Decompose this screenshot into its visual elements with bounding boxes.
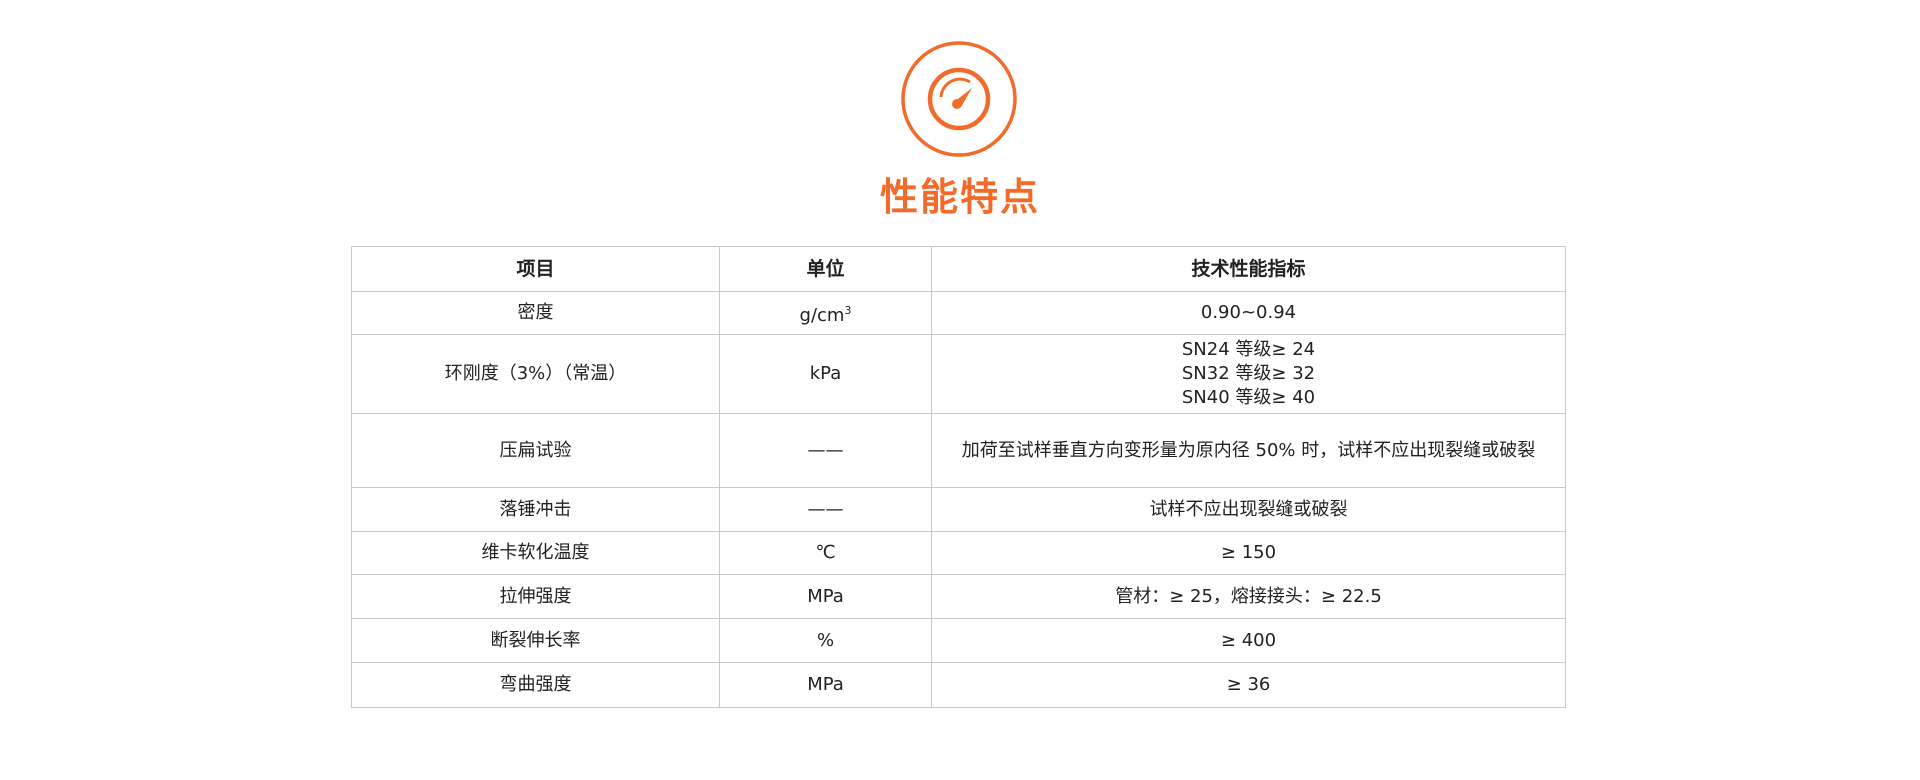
spec-cell: 管材：≥ 25，熔接接头：≥ 22.5: [931, 574, 1566, 619]
spec-line: SN24 等级≥ 24: [1181, 339, 1316, 360]
item-cell: 压扁试验: [351, 413, 720, 488]
spec-line: SN40 等级≥ 40: [1181, 387, 1316, 408]
unit-text: g/cm: [799, 304, 845, 326]
spec-line: 试样不应出现裂缝或破裂: [1149, 498, 1348, 520]
table-row: 压扁试验 —— 加荷至试样垂直方向变形量为原内径 50% 时，试样不应出现裂缝或…: [351, 413, 1566, 488]
table-row: 弯曲强度 MPa ≥ 36: [351, 662, 1566, 708]
unit-cell: MPa: [719, 574, 932, 619]
unit-text: ℃: [815, 542, 836, 563]
item-cell: 弯曲强度: [351, 662, 720, 708]
unit-cell: kPa: [719, 334, 932, 414]
table-row: 落锤冲击 —— 试样不应出现裂缝或破裂: [351, 487, 1566, 532]
unit-cell: g/cm3: [719, 291, 932, 335]
table-row: 拉伸强度 MPa 管材：≥ 25，熔接接头：≥ 22.5: [351, 574, 1566, 619]
item-cell: 密度: [351, 291, 720, 335]
spec-cell: 0.90~0.94: [931, 291, 1566, 335]
unit-text: %: [816, 629, 835, 651]
spec-cell: ≥ 36: [931, 662, 1566, 708]
header-item: 项目: [351, 246, 720, 292]
unit-cell: ℃: [719, 531, 932, 575]
table-row: 断裂伸长率 % ≥ 400: [351, 618, 1566, 663]
spec-line: ≥ 36: [1226, 674, 1271, 695]
header-unit: 单位: [719, 246, 932, 292]
table-header-row: 项目 单位 技术性能指标: [351, 246, 1566, 292]
unit-cell: ——: [719, 413, 932, 488]
item-cell: 拉伸强度: [351, 574, 720, 619]
header-spec: 技术性能指标: [931, 246, 1566, 292]
spec-line: ≥ 150: [1220, 542, 1277, 563]
spec-line: 管材：≥ 25，熔接接头：≥ 22.5: [1115, 585, 1382, 607]
spec-line: 0.90~0.94: [1200, 302, 1297, 323]
spec-cell: ≥ 150: [931, 531, 1566, 575]
unit-cell: ——: [719, 487, 932, 532]
performance-table: 项目 单位 技术性能指标 密度 g/cm3 0.90~0.94 环刚度（3%）（常…: [351, 246, 1566, 708]
unit-cell: %: [719, 618, 932, 663]
spec-cell: SN24 等级≥ 24 SN32 等级≥ 32 SN40 等级≥ 40: [931, 334, 1566, 414]
item-cell: 维卡软化温度: [351, 531, 720, 575]
spec-cell: 试样不应出现裂缝或破裂: [931, 487, 1566, 532]
spec-line: ≥ 400: [1220, 629, 1277, 651]
unit-superscript: 3: [844, 303, 852, 317]
unit-text: ——: [807, 439, 844, 461]
spec-line: 加荷至试样垂直方向变形量为原内径 50% 时，试样不应出现裂缝或破裂: [961, 439, 1536, 461]
spec-cell: 加荷至试样垂直方向变形量为原内径 50% 时，试样不应出现裂缝或破裂: [931, 413, 1566, 488]
spec-line: SN32 等级≥ 32: [1181, 363, 1316, 384]
unit-text: kPa: [809, 363, 842, 384]
item-cell: 落锤冲击: [351, 487, 720, 532]
unit-text: MPa: [807, 585, 844, 607]
unit-cell: MPa: [719, 662, 932, 708]
unit-text: ——: [807, 498, 844, 520]
table-row: 维卡软化温度 ℃ ≥ 150: [351, 531, 1566, 575]
section-title: 性能特点: [879, 175, 1040, 219]
item-cell: 环刚度（3%）（常温）: [351, 334, 720, 414]
spec-cell: ≥ 400: [931, 618, 1566, 663]
speedometer-icon: [901, 41, 1017, 157]
unit-text: MPa: [807, 674, 844, 695]
table-row: 环刚度（3%）（常温） kPa SN24 等级≥ 24 SN32 等级≥ 32 SN…: [351, 334, 1566, 414]
item-cell: 断裂伸长率: [351, 618, 720, 663]
table-row: 密度 g/cm3 0.90~0.94: [351, 291, 1566, 335]
